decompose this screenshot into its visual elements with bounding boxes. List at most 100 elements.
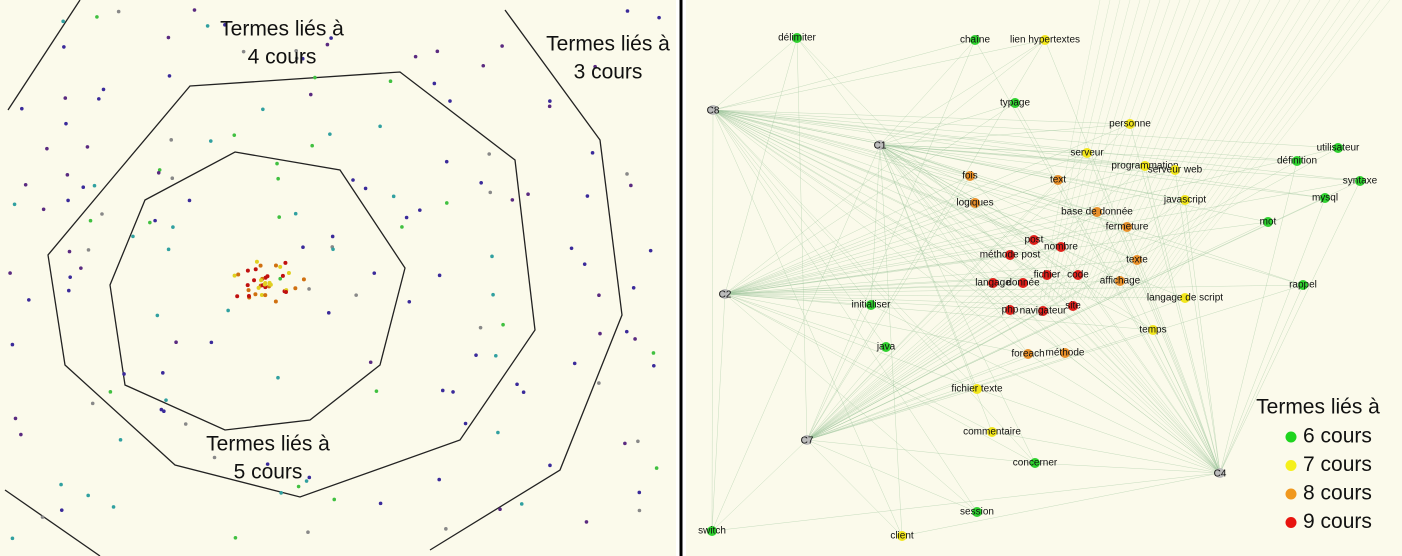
node-dot — [261, 107, 265, 112]
edge — [796, 37, 808, 441]
edge — [1219, 284, 1304, 474]
edge — [712, 109, 971, 177]
node-dot — [8, 271, 12, 275]
term-label: nombre — [1044, 242, 1078, 253]
edge — [1119, 280, 1221, 474]
edge — [724, 169, 1176, 295]
node-dot — [351, 178, 355, 182]
node-dot — [263, 293, 268, 298]
term-label: texte — [1126, 255, 1148, 266]
node-dot — [280, 273, 285, 278]
edge — [1155, 0, 1391, 301]
node-dot — [169, 138, 174, 142]
edge — [870, 304, 1221, 474]
term-label: délimiter — [778, 33, 816, 44]
edge — [1072, 305, 1221, 474]
node-dot — [95, 15, 99, 19]
edge — [724, 254, 1011, 295]
term-label: mot — [1260, 217, 1277, 228]
boundary — [109, 151, 406, 431]
term-node — [1030, 458, 1040, 468]
node-dot — [636, 439, 640, 444]
node-dot — [174, 340, 178, 345]
node-dot — [304, 479, 309, 483]
node-dot — [391, 194, 396, 199]
node-dot — [265, 462, 270, 466]
node-dot — [100, 212, 104, 216]
node-dot — [86, 493, 90, 498]
edge — [1064, 352, 1221, 474]
term-label: base de donnée — [1061, 207, 1133, 218]
node-dot — [66, 198, 70, 203]
edge — [712, 109, 1011, 311]
node-dot — [307, 475, 312, 480]
node-dot — [407, 299, 412, 304]
edge — [992, 282, 1221, 474]
edge — [879, 144, 1066, 354]
term-node — [1010, 98, 1020, 108]
edge — [1079, 0, 1201, 301]
term-node — [1122, 222, 1132, 232]
node-dot — [153, 218, 157, 223]
edge — [1027, 353, 1221, 474]
node-dot — [278, 264, 283, 269]
edge — [1111, 0, 1281, 301]
edge — [806, 221, 1269, 441]
node-dot — [59, 482, 63, 487]
edge — [1127, 0, 1321, 301]
edge — [879, 123, 1131, 146]
edge — [1144, 165, 1221, 474]
edge — [724, 211, 1098, 295]
node-dot — [584, 520, 589, 524]
node-dot — [67, 249, 72, 254]
node-dot — [118, 438, 123, 442]
edge — [806, 388, 978, 441]
course-label: C2 — [719, 290, 732, 301]
annotation: 4 cours — [248, 46, 317, 69]
edge — [806, 274, 1079, 441]
edge — [870, 144, 881, 306]
term-node — [1082, 148, 1092, 158]
edge — [1083, 0, 1211, 301]
node-dot — [481, 63, 486, 68]
edge — [724, 199, 1186, 295]
node-dot — [156, 171, 161, 175]
edge — [879, 144, 1326, 199]
edge — [1219, 160, 1298, 474]
node-dot — [294, 56, 299, 61]
course-node — [708, 105, 718, 115]
term-node — [1005, 305, 1015, 315]
node-dot — [494, 353, 498, 358]
edge — [806, 297, 1186, 441]
node-dot — [254, 259, 259, 264]
right-panel: C8 C1 C2 C7 C4 délimiter chaîne lien hypertexte… — [698, 33, 1380, 542]
term-node — [1040, 35, 1050, 45]
term-label: foreach — [1011, 349, 1044, 360]
node-dot — [161, 371, 165, 375]
node-dot — [501, 322, 505, 327]
course-label: C1 — [874, 141, 887, 152]
term-node — [1180, 195, 1190, 205]
edge — [1022, 282, 1221, 474]
term-label: méthode — [1046, 348, 1085, 359]
edge — [1119, 0, 1301, 301]
node-dot — [212, 455, 217, 460]
edge — [806, 352, 1066, 441]
node-dot — [547, 104, 552, 109]
edge — [806, 179, 1059, 441]
edge — [1219, 180, 1361, 474]
node-dot — [572, 361, 577, 366]
edge — [806, 282, 994, 441]
node-dot — [92, 183, 97, 188]
course-node — [875, 140, 885, 150]
node-dot — [629, 183, 633, 188]
node-dot — [166, 247, 171, 252]
edge — [1063, 0, 1161, 301]
edge — [991, 431, 1221, 474]
term-label: typage — [1000, 98, 1030, 109]
edge — [806, 226, 1128, 441]
node-dot — [19, 432, 23, 437]
node-dot — [167, 74, 172, 78]
term-node — [792, 33, 802, 43]
edge — [724, 152, 1088, 295]
